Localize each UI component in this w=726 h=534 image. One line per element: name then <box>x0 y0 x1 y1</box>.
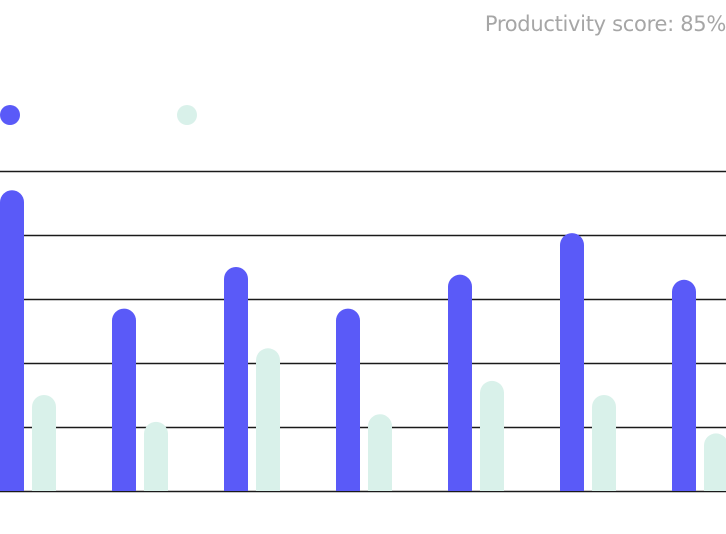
legend-marker-series-a <box>0 105 20 125</box>
bar-series-b <box>256 348 280 491</box>
legend-marker-series-b <box>177 105 197 125</box>
productivity-score: Productivity score: 85% <box>484 12 726 36</box>
bar-series-a <box>448 274 473 491</box>
bar-series-b <box>592 395 616 491</box>
bar-series-a <box>0 190 24 491</box>
bar-series-a <box>112 308 136 491</box>
bar-series-b <box>368 414 392 491</box>
bar-series-a <box>672 279 696 491</box>
bar-series-b <box>32 395 56 491</box>
bar-series-b <box>480 380 504 491</box>
bar-series-b <box>144 421 168 491</box>
bar-series-a <box>560 233 584 491</box>
bar-series-a <box>224 267 248 491</box>
bar-series-b <box>704 433 726 491</box>
bar-series-a <box>336 308 360 491</box>
